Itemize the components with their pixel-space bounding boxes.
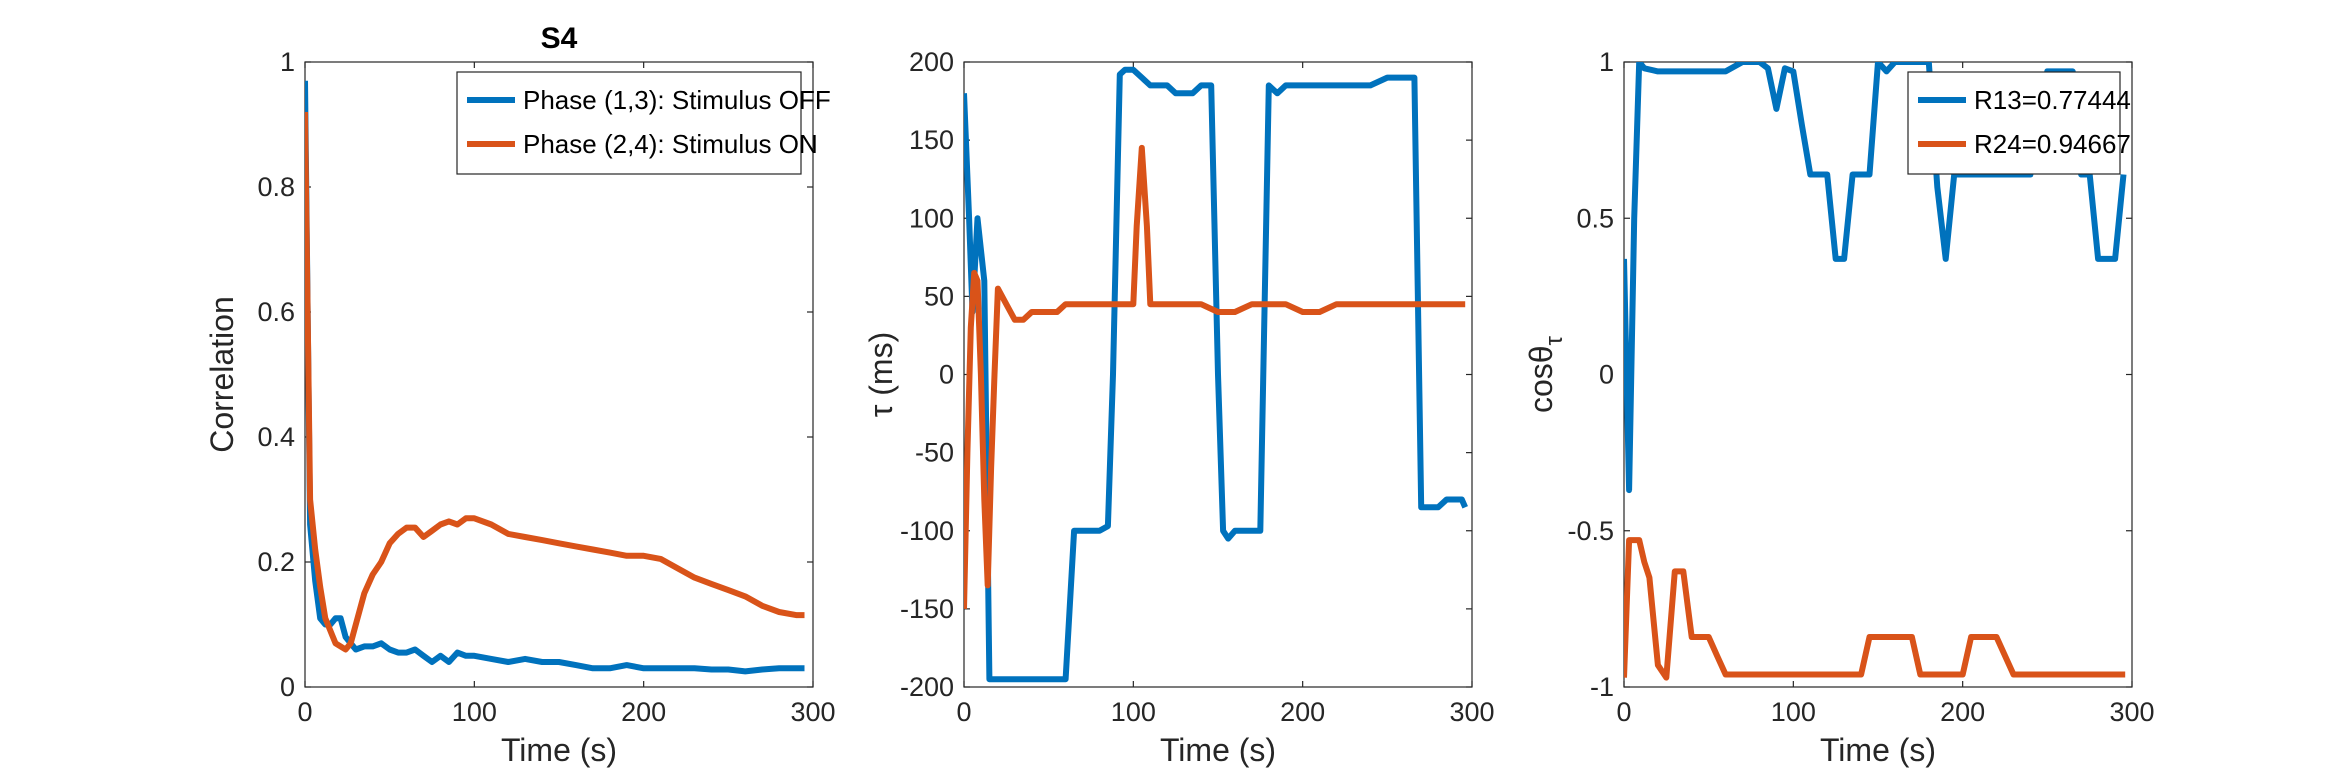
series-line-1 <box>305 80 805 675</box>
legend-box <box>456 71 802 175</box>
x-tick-label: 300 <box>2109 697 2154 727</box>
chart-panel-tau: Time (s) τ (ms) 0 100 200 300 -200 -150 -100 -5… <box>863 47 1495 768</box>
y-axis-label-subscript: τ <box>1541 335 1568 345</box>
y-tick-label: -1 <box>1590 672 1614 702</box>
chart-panel-cos-theta: Time (s) cosθτ 0 100 200 300 -1 -0.5 0 0.5 1 R13=… <box>1523 47 2155 768</box>
x-axis-label: Time (s) <box>1820 732 1936 768</box>
y-tick-label: 0.5 <box>1576 203 1614 233</box>
y-tick-label: 1 <box>280 47 295 77</box>
x-tick-label: 0 <box>1616 697 1631 727</box>
y-tick-label: -200 <box>900 672 954 702</box>
y-tick-label: 0 <box>280 672 295 702</box>
y-tick-label: -50 <box>915 438 954 468</box>
series-line-2 <box>305 111 805 653</box>
y-tick-label: 0.2 <box>257 547 295 577</box>
series-line-1 <box>964 66 1468 683</box>
y-tick-label: 0.8 <box>257 172 295 202</box>
x-tick-label: 300 <box>1449 697 1494 727</box>
y-axis-label: Correlation <box>204 296 240 453</box>
x-tick-label: 0 <box>297 697 312 727</box>
x-tick-label: 200 <box>621 697 666 727</box>
plot-area <box>304 61 814 688</box>
y-tick-label: 0 <box>939 360 954 390</box>
y-tick-label: 200 <box>909 47 954 77</box>
series-line-2 <box>1624 537 2126 681</box>
x-tick-label: 0 <box>956 697 971 727</box>
y-tick-label: -100 <box>900 516 954 546</box>
y-tick-label: 0.6 <box>257 297 295 327</box>
legend-box <box>1907 71 2121 175</box>
legend: Phase (1,3): Stimulus OFF Phase (2,4): St… <box>456 71 831 175</box>
x-axis-label: Time (s) <box>1160 732 1276 768</box>
legend: R13=0.77444 R24=0.94667 <box>1907 71 2131 175</box>
legend-label: R24=0.94667 <box>1974 129 2131 159</box>
legend-label: Phase (1,3): Stimulus OFF <box>523 85 831 115</box>
chart-panel-correlation: S4 Time (s) Correlation 0 100 200 300 0 0.2 0.… <box>204 22 836 768</box>
chart-title: S4 <box>541 22 578 55</box>
y-tick-label: 150 <box>909 125 954 155</box>
x-tick-label: 300 <box>790 697 835 727</box>
legend-label: Phase (2,4): Stimulus ON <box>523 129 818 159</box>
x-axis-label: Time (s) <box>501 732 617 768</box>
y-axis-label: cosθτ <box>1523 335 1568 413</box>
y-tick-label: 0 <box>1599 360 1614 390</box>
y-tick-label: -0.5 <box>1567 516 1614 546</box>
x-tick-label: 100 <box>1111 697 1156 727</box>
x-tick-label: 100 <box>452 697 497 727</box>
y-tick-label: 0.4 <box>257 422 295 452</box>
y-tick-label: -150 <box>900 594 954 624</box>
y-tick-label: 50 <box>924 281 954 311</box>
y-tick-label: 100 <box>909 203 954 233</box>
x-tick-label: 200 <box>1280 697 1325 727</box>
y-axis-label-main: cosθ <box>1523 345 1559 413</box>
y-tick-label: 1 <box>1599 47 1614 77</box>
x-tick-label: 100 <box>1771 697 1816 727</box>
series-line-2 <box>964 144 1466 609</box>
legend-label: R13=0.77444 <box>1974 85 2131 115</box>
x-tick-label: 200 <box>1940 697 1985 727</box>
y-axis-label: τ (ms) <box>863 332 899 418</box>
